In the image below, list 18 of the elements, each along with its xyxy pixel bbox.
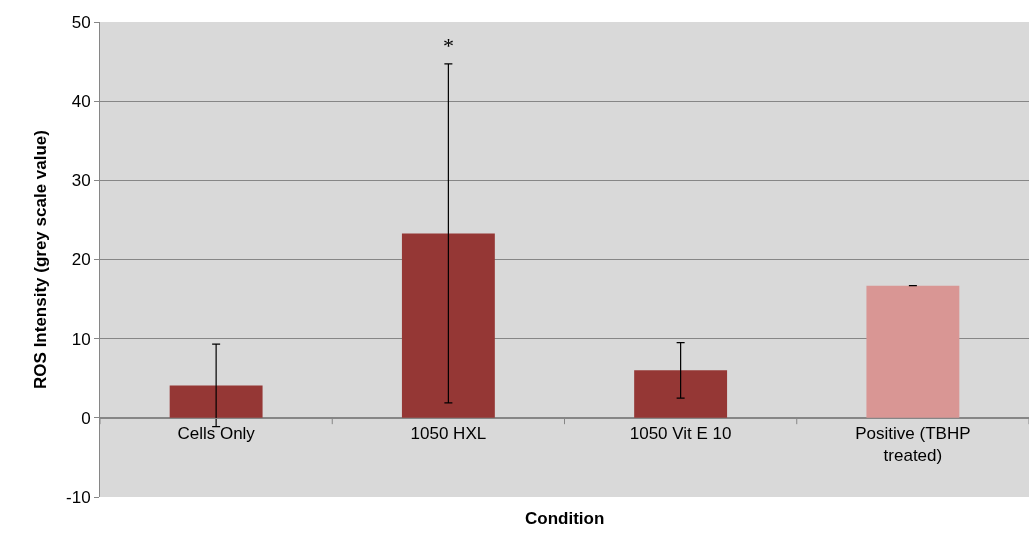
x-tick-label: 1050 HXL: [410, 424, 487, 444]
x-axis-title: Condition: [525, 509, 605, 528]
bar: [401, 233, 495, 418]
bar: [866, 285, 960, 418]
y-tick-label: 50: [71, 12, 91, 32]
annotation: *: [443, 33, 454, 58]
y-tick-label: 40: [71, 92, 91, 112]
x-tick-label: Cells Only: [177, 424, 256, 444]
bar: [634, 370, 728, 418]
x-tick-label: 1050 Vit E 10: [629, 424, 732, 444]
y-tick-label: 0: [81, 408, 91, 428]
y-tick-label: 30: [71, 171, 91, 191]
bar: [169, 385, 263, 418]
y-tick-label: -10: [66, 487, 91, 507]
y-axis-title: ROS Intensity (grey scale value): [30, 130, 50, 389]
y-tick-label: 20: [71, 250, 91, 270]
y-tick-label: 10: [71, 329, 91, 349]
x-tick-label: Positive (TBHP treated): [855, 424, 971, 466]
